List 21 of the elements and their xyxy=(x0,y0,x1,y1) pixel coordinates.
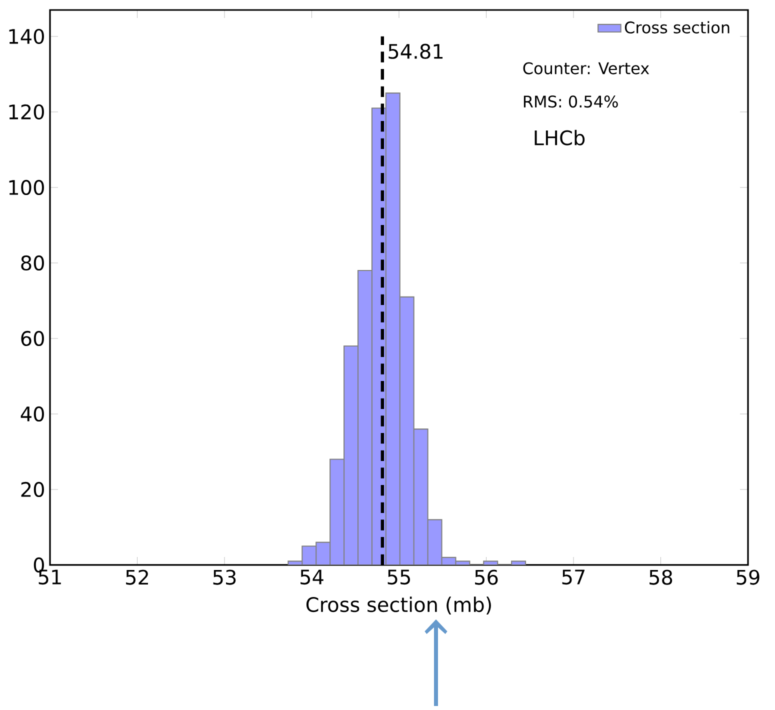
x-tick-label: 53 xyxy=(213,570,236,585)
x-tick-label: 55 xyxy=(388,570,410,585)
annotation: RMS: 0.54% xyxy=(524,96,618,108)
x-tick-label: 58 xyxy=(650,570,672,585)
x-tick-label: 54 xyxy=(300,570,324,585)
legend-label: Cross section xyxy=(624,21,730,34)
x-axis-title: Cross section (mb) xyxy=(306,596,491,614)
x-tick-label: 52 xyxy=(126,570,148,585)
x-tick-label: 56 xyxy=(475,570,498,585)
annotation: LHCb xyxy=(534,130,585,146)
y-tick-label: 60 xyxy=(21,330,44,346)
y-tick-label: 100 xyxy=(9,180,44,196)
annotation: Counter: Vertex xyxy=(523,62,650,74)
x-tick-label: 57 xyxy=(562,570,585,585)
y-tick-label: 120 xyxy=(9,104,44,120)
y-tick-label: 20 xyxy=(21,482,44,498)
y-tick-label: 40 xyxy=(20,406,44,422)
y-tick-label: 140 xyxy=(9,28,44,44)
y-tick-label: 80 xyxy=(21,255,44,271)
x-tick-label: 59 xyxy=(736,570,760,585)
ref-line-label: 54.81 xyxy=(388,44,443,59)
